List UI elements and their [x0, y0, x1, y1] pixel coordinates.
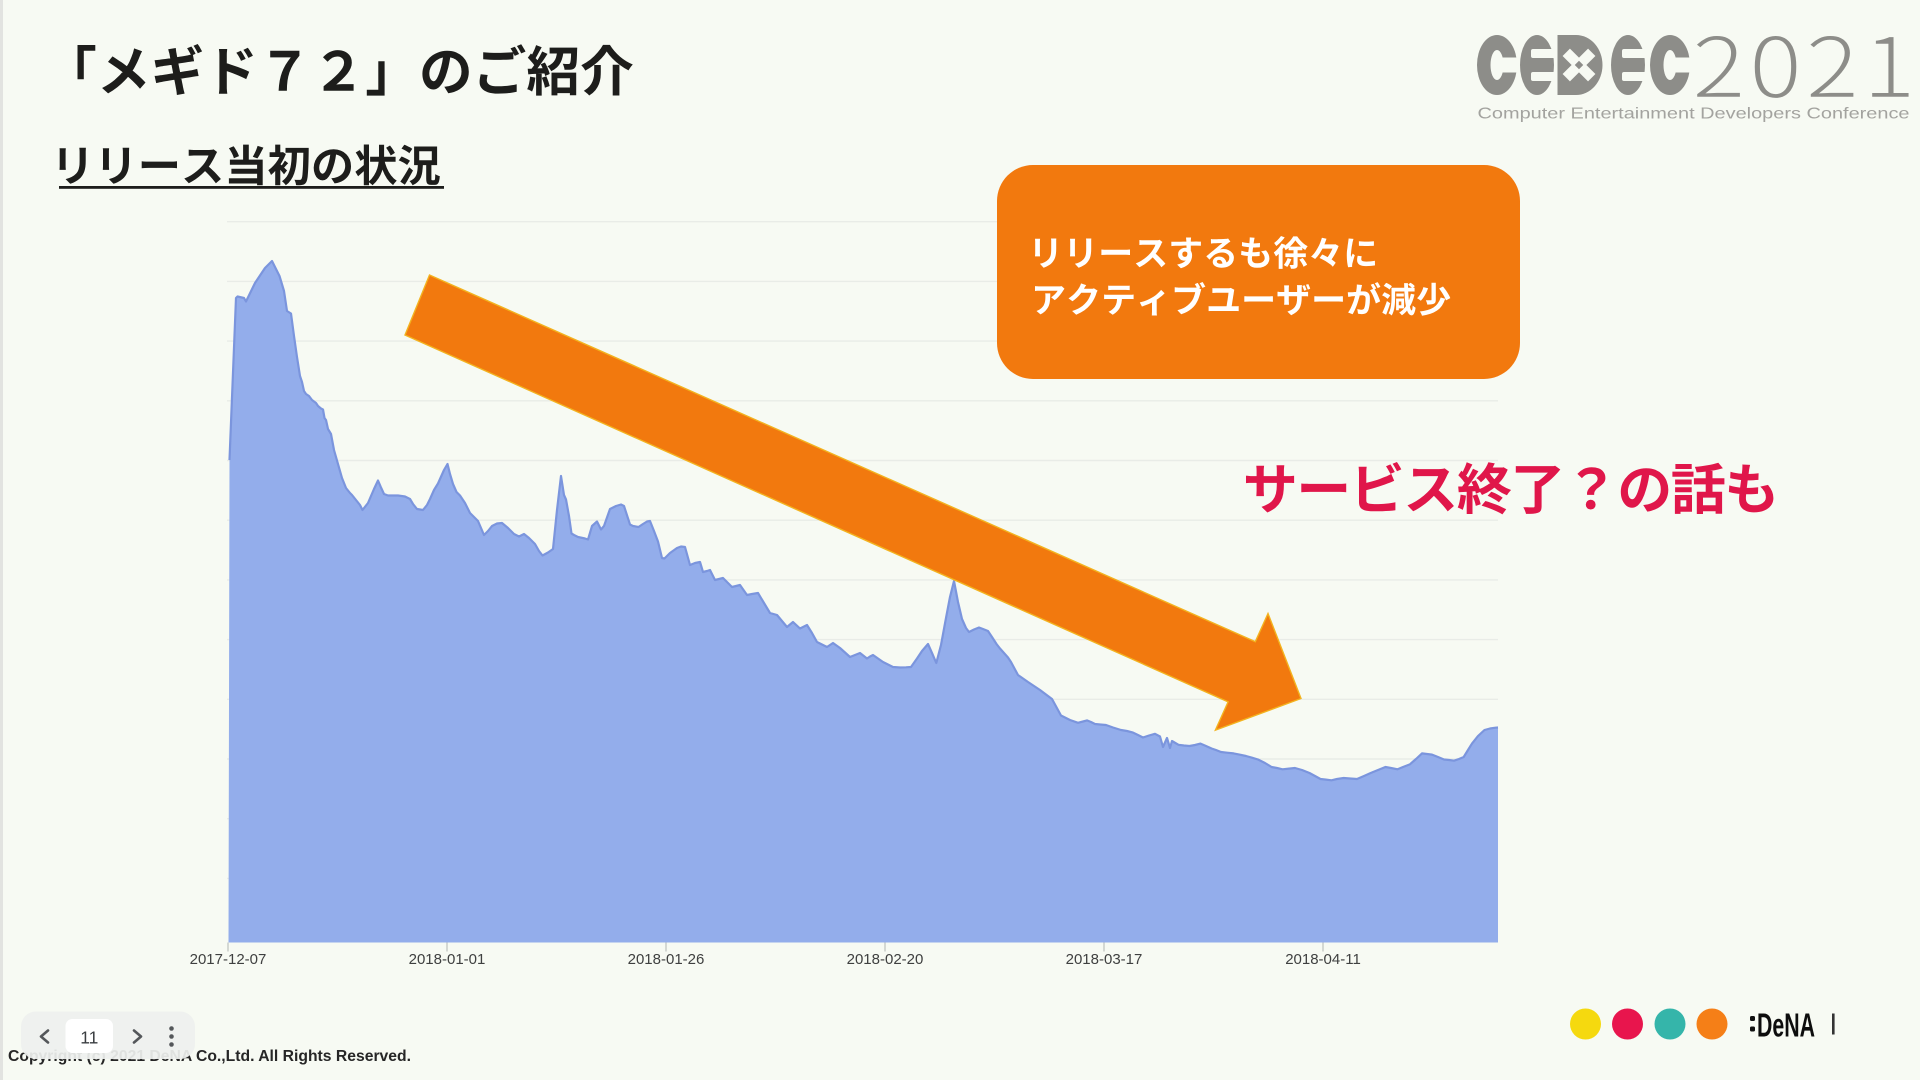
- svg-text:2018-01-01: 2018-01-01: [409, 951, 486, 968]
- svg-text:DeNA: DeNA: [1757, 1007, 1815, 1044]
- svg-text:2018-04-11: 2018-04-11: [1285, 951, 1361, 968]
- svg-text:Computer Entertainment Develop: Computer Entertainment Developers Confer…: [1478, 106, 1910, 123]
- svg-text:2018-01-26: 2018-01-26: [628, 951, 705, 968]
- svg-text:11: 11: [80, 1028, 98, 1048]
- svg-text:2017-12-07: 2017-12-07: [190, 951, 267, 968]
- svg-text:2018-02-20: 2018-02-20: [847, 951, 924, 968]
- svg-text:2018-03-17: 2018-03-17: [1066, 951, 1143, 968]
